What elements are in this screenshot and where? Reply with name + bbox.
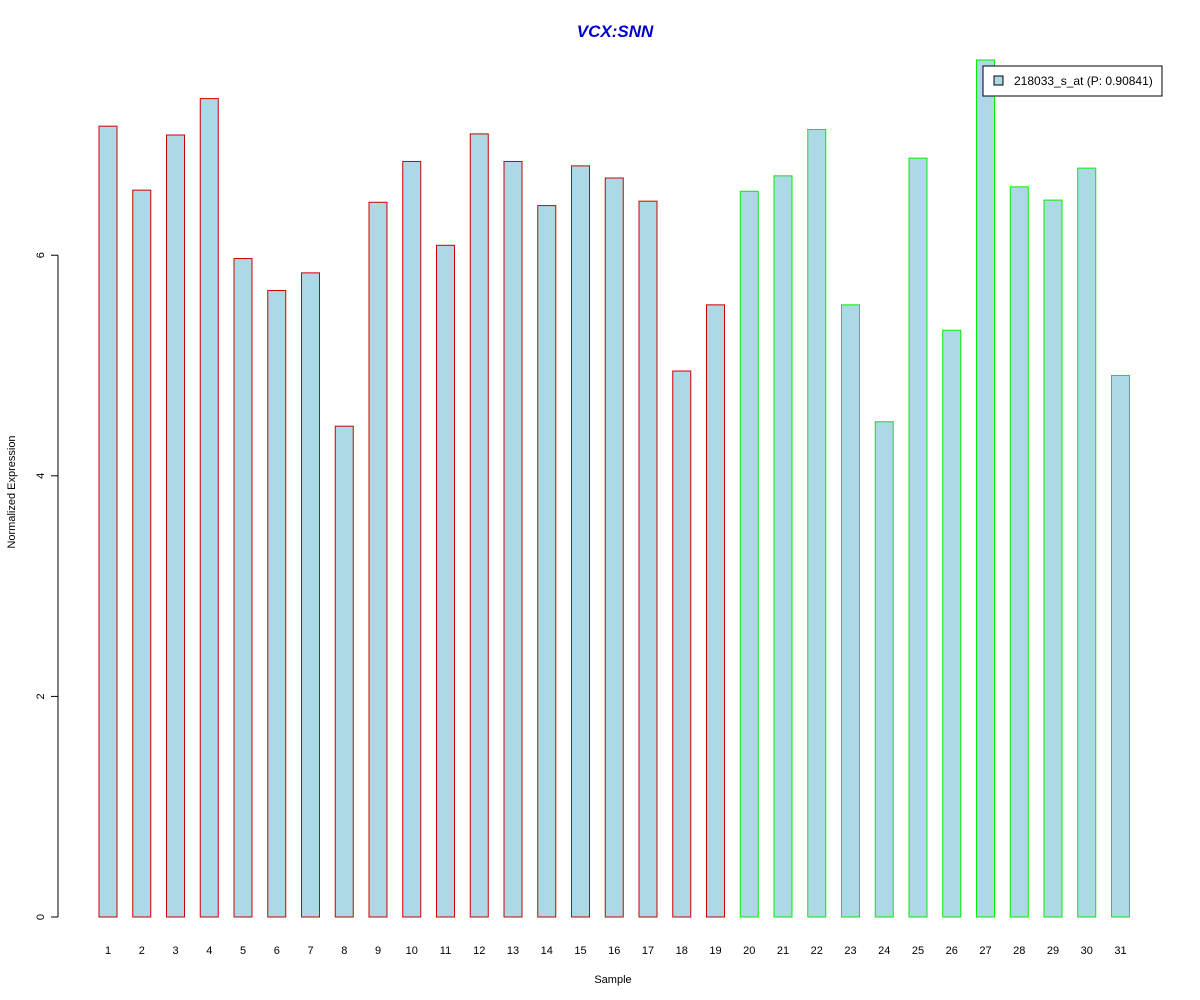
- x-tick-label: 30: [1081, 945, 1093, 957]
- x-axis-label: Sample: [594, 974, 631, 986]
- x-tick-label: 28: [1013, 945, 1025, 957]
- y-axis-label: Normalized Expression: [6, 435, 18, 548]
- x-tick-label: 26: [946, 945, 958, 957]
- y-tick-label: 2: [35, 693, 47, 699]
- bar-sample-29: [1043, 199, 1063, 918]
- bar-sample-23: [841, 304, 860, 918]
- bar-sample-3: [166, 134, 185, 918]
- x-tick-label: 3: [172, 945, 178, 957]
- y-tick-label: 4: [35, 473, 47, 479]
- bar-sample-24: [874, 421, 894, 918]
- bar-sample-21: [773, 175, 793, 918]
- legend-box: [982, 65, 1163, 97]
- bar-sample-26: [942, 329, 962, 918]
- bar-sample-4: [199, 98, 219, 918]
- bar-sample-10: [402, 160, 422, 918]
- bar-sample-12: [469, 133, 489, 918]
- y-tick-label: 6: [35, 252, 47, 258]
- bar-sample-27: [976, 59, 995, 918]
- x-tick-label: 18: [676, 945, 688, 957]
- bar-sample-8: [334, 425, 354, 918]
- bar-sample-17: [638, 200, 658, 918]
- x-tick-label: 19: [709, 945, 721, 957]
- chart-title: VCX:SNN: [577, 22, 654, 41]
- x-tick-label: 17: [642, 945, 654, 957]
- x-tick-label: 12: [473, 945, 485, 957]
- x-tick-label: 27: [979, 945, 991, 957]
- x-tick-label: 11: [440, 945, 451, 957]
- bars-group: [98, 59, 1130, 918]
- x-tick-label: 29: [1047, 945, 1059, 957]
- x-tick-label: 6: [274, 945, 280, 957]
- legend-swatch: [993, 75, 1004, 86]
- bar-sample-1: [98, 125, 118, 918]
- bar-sample-11: [436, 244, 455, 918]
- bar-sample-30: [1077, 167, 1097, 918]
- bar-sample-6: [267, 290, 287, 918]
- x-tick-label: 20: [743, 945, 755, 957]
- x-tick-label: 10: [406, 945, 418, 957]
- x-tick-label: 21: [777, 945, 789, 957]
- bar-sample-7: [301, 272, 320, 918]
- bar-sample-20: [739, 190, 759, 918]
- legend-label: 218033_s_at (P: 0.90841): [1014, 74, 1153, 88]
- bar-sample-14: [537, 205, 557, 918]
- x-tick-label: 16: [608, 945, 620, 957]
- bar-sample-19: [706, 304, 725, 918]
- bar-sample-16: [604, 177, 624, 918]
- x-tick-label: 4: [206, 945, 212, 957]
- x-tick-label: 7: [307, 945, 313, 957]
- y-axis: 0 2 4 6: [35, 252, 59, 920]
- bar-sample-13: [503, 160, 523, 918]
- x-tick-label: 31: [1114, 945, 1126, 957]
- x-tick-label: 14: [541, 945, 553, 957]
- bar-sample-18: [672, 370, 692, 918]
- x-tick-label: 8: [341, 945, 347, 957]
- legend: 218033_s_at (P: 0.90841): [982, 65, 1163, 97]
- x-tick-label: 25: [912, 945, 924, 957]
- bar-sample-5: [233, 258, 253, 918]
- y-tick-label: 0: [35, 914, 47, 920]
- x-tick-label: 15: [574, 945, 586, 957]
- x-tick-labels: 1 2 3 4 5 6 7 8 9 10 11 12 13 14 15 16 17 18 19 20 21 22 23 24 2…: [105, 945, 1127, 957]
- x-tick-label: 24: [878, 945, 890, 957]
- bar-sample-28: [1009, 186, 1029, 918]
- bar-sample-25: [908, 157, 928, 918]
- x-tick-label: 9: [375, 945, 381, 957]
- x-tick-label: 23: [844, 945, 856, 957]
- x-tick-label: 2: [139, 945, 145, 957]
- bar-sample-2: [132, 189, 152, 918]
- x-tick-label: 13: [507, 945, 519, 957]
- x-tick-label: 1: [105, 945, 111, 957]
- bar-sample-22: [807, 128, 827, 918]
- bar-sample-31: [1111, 374, 1130, 918]
- x-tick-label: 5: [240, 945, 246, 957]
- bar-sample-9: [368, 201, 388, 918]
- x-tick-label: 22: [811, 945, 823, 957]
- bar-sample-15: [571, 165, 590, 918]
